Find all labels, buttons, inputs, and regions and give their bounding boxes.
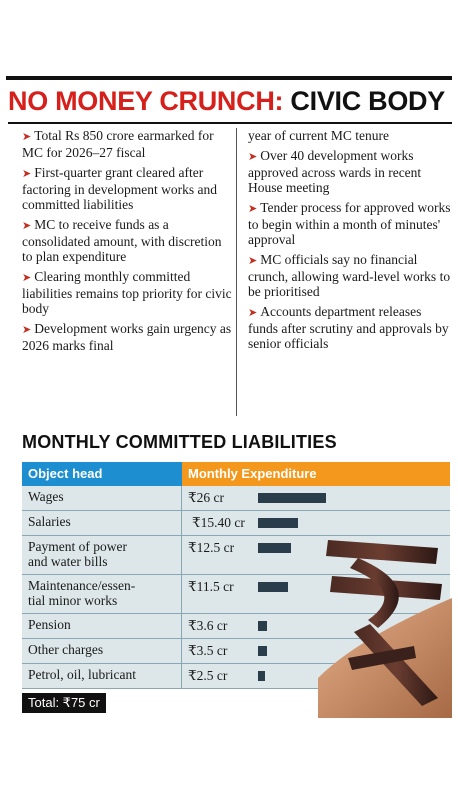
expenditure-bar [258, 493, 326, 503]
headline-dark-part: CIVIC BODY [290, 86, 445, 116]
object-head-line: Salaries [28, 514, 71, 529]
object-head-line: Wages [28, 489, 64, 504]
right-bullet-4: ➤ Accounts department releases funds afte… [248, 304, 454, 351]
header-monthly-expenditure: Monthly Expenditure [182, 462, 450, 486]
expenditure-value-label: ₹2.5 cr [188, 668, 228, 683]
bullet-text: First-quarter grant cleared after factor… [22, 165, 217, 212]
table-title: MONTHLY COMMITTED LIABILITIES [22, 432, 337, 452]
bullet-text: MC to receive funds as a consolidated am… [22, 217, 222, 264]
expenditure-bar [258, 518, 298, 528]
expenditure-bar [258, 543, 291, 553]
expenditure-value-label: ₹15.40 cr [192, 515, 245, 530]
expenditure-value-label: ₹3.6 cr [188, 618, 228, 633]
bullet-arrow-icon: ➤ [22, 131, 32, 143]
bullet-text: MC officials say no financial crunch, al… [248, 252, 451, 299]
right-bullet-1: ➤ Over 40 development works approved acro… [248, 148, 454, 195]
continuation-text: year of current MC tenure [248, 128, 389, 143]
bullet-arrow-icon: ➤ [22, 220, 32, 232]
expenditure-cell: ₹15.40 cr [182, 511, 450, 535]
bullet-arrow-icon: ➤ [22, 168, 32, 180]
bullet-arrow-icon: ➤ [248, 255, 258, 267]
rupee-sculpture-illustration [318, 540, 452, 718]
bullet-text: Development works gain urgency as 2026 m… [22, 321, 232, 353]
object-head-cell: Payment of power and water bills [22, 536, 182, 574]
bullet-arrow-icon: ➤ [22, 272, 32, 284]
right-bullet-2: ➤ Tender process for approved works to be… [248, 200, 454, 247]
object-head-line: Petrol, oil, lubricant [28, 667, 136, 682]
expenditure-value-label: ₹3.5 cr [188, 643, 228, 658]
expenditure-cell: ₹12.5 cr [182, 536, 450, 574]
bullet-text: Over 40 development works approved acros… [248, 148, 422, 195]
object-head-cell: Salaries [22, 511, 182, 535]
object-head-cell: Wages [22, 486, 182, 510]
bullet-text: Tender process for approved works to beg… [248, 200, 451, 247]
expenditure-cell: ₹2.5 cr [182, 664, 450, 688]
object-head-cell: Maintenance/essen-tial minor works [22, 575, 182, 613]
left-bullet-3: ➤ MC to receive funds as a consolidated a… [22, 217, 232, 264]
table-row: Salaries ₹15.40 cr [22, 511, 450, 536]
bullet-arrow-icon: ➤ [248, 203, 258, 215]
headline-red-part: NO MONEY CRUNCH: [8, 86, 284, 116]
expenditure-bar [258, 671, 265, 681]
table-header: Object head Monthly Expenditure [22, 462, 450, 486]
object-head-line: Pension [28, 617, 71, 632]
expenditure-cell: ₹11.5 cr [182, 575, 450, 613]
left-bullet-5: ➤ Development works gain urgency as 2026 … [22, 321, 232, 353]
object-head-line: and water bills [28, 554, 108, 569]
expenditure-bar [258, 582, 288, 592]
right-bullet-column: year of current MC tenure ➤ Over 40 devel… [248, 128, 454, 356]
bullet-arrow-icon: ➤ [248, 151, 258, 163]
left-bullet-column: ➤ Total Rs 850 crore earmarked for MC for… [22, 128, 232, 358]
headline: NO MONEY CRUNCH: CIVIC BODY [8, 82, 452, 120]
total-badge: Total: ₹75 cr [22, 693, 106, 713]
rupee-diagonal-leg [354, 624, 438, 706]
expenditure-value-label: ₹11.5 cr [188, 579, 234, 594]
bullet-text: Total Rs 850 crore earmarked for MC for … [22, 128, 214, 160]
object-head-line: tial minor works [28, 593, 118, 608]
object-head-line: Other charges [28, 642, 104, 657]
left-bullet-2: ➤ First-quarter grant cleared after facto… [22, 165, 232, 212]
expenditure-cell: ₹3.5 cr [182, 639, 450, 663]
column-divider [236, 128, 237, 416]
bullet-arrow-icon: ➤ [22, 324, 32, 336]
expenditure-value-label: ₹26 cr [188, 490, 224, 505]
expenditure-cell: ₹26 cr [182, 486, 450, 510]
object-head-line: Payment of power [28, 539, 127, 554]
table-row: Wages ₹26 cr [22, 486, 450, 511]
object-head-cell: Pension [22, 614, 182, 638]
headline-rule [8, 122, 452, 124]
rupee-curve [350, 558, 399, 628]
left-bullet-4: ➤ Clearing monthly committed liabilities … [22, 269, 232, 316]
header-object-head: Object head [22, 462, 182, 486]
cross-bar [348, 646, 416, 670]
expenditure-value-label: ₹12.5 cr [188, 540, 235, 555]
bullet-text: Clearing monthly committed liabilities r… [22, 269, 232, 316]
bullet-text: Accounts department releases funds after… [248, 304, 449, 351]
expenditure-bar [258, 646, 267, 656]
left-bullet-1: ➤ Total Rs 850 crore earmarked for MC for… [22, 128, 232, 160]
bullet-arrow-icon: ➤ [248, 307, 258, 319]
expenditure-cell: ₹3.6 cr [182, 614, 450, 638]
expenditure-bar [258, 621, 267, 631]
object-head-line: Maintenance/essen- [28, 578, 136, 593]
object-head-cell: Petrol, oil, lubricant [22, 664, 182, 688]
top-rule [6, 76, 452, 80]
object-head-cell: Other charges [22, 639, 182, 663]
right-bullet-3: ➤ MC officials say no financial crunch, a… [248, 252, 454, 299]
rupee-top-bar [326, 540, 438, 564]
